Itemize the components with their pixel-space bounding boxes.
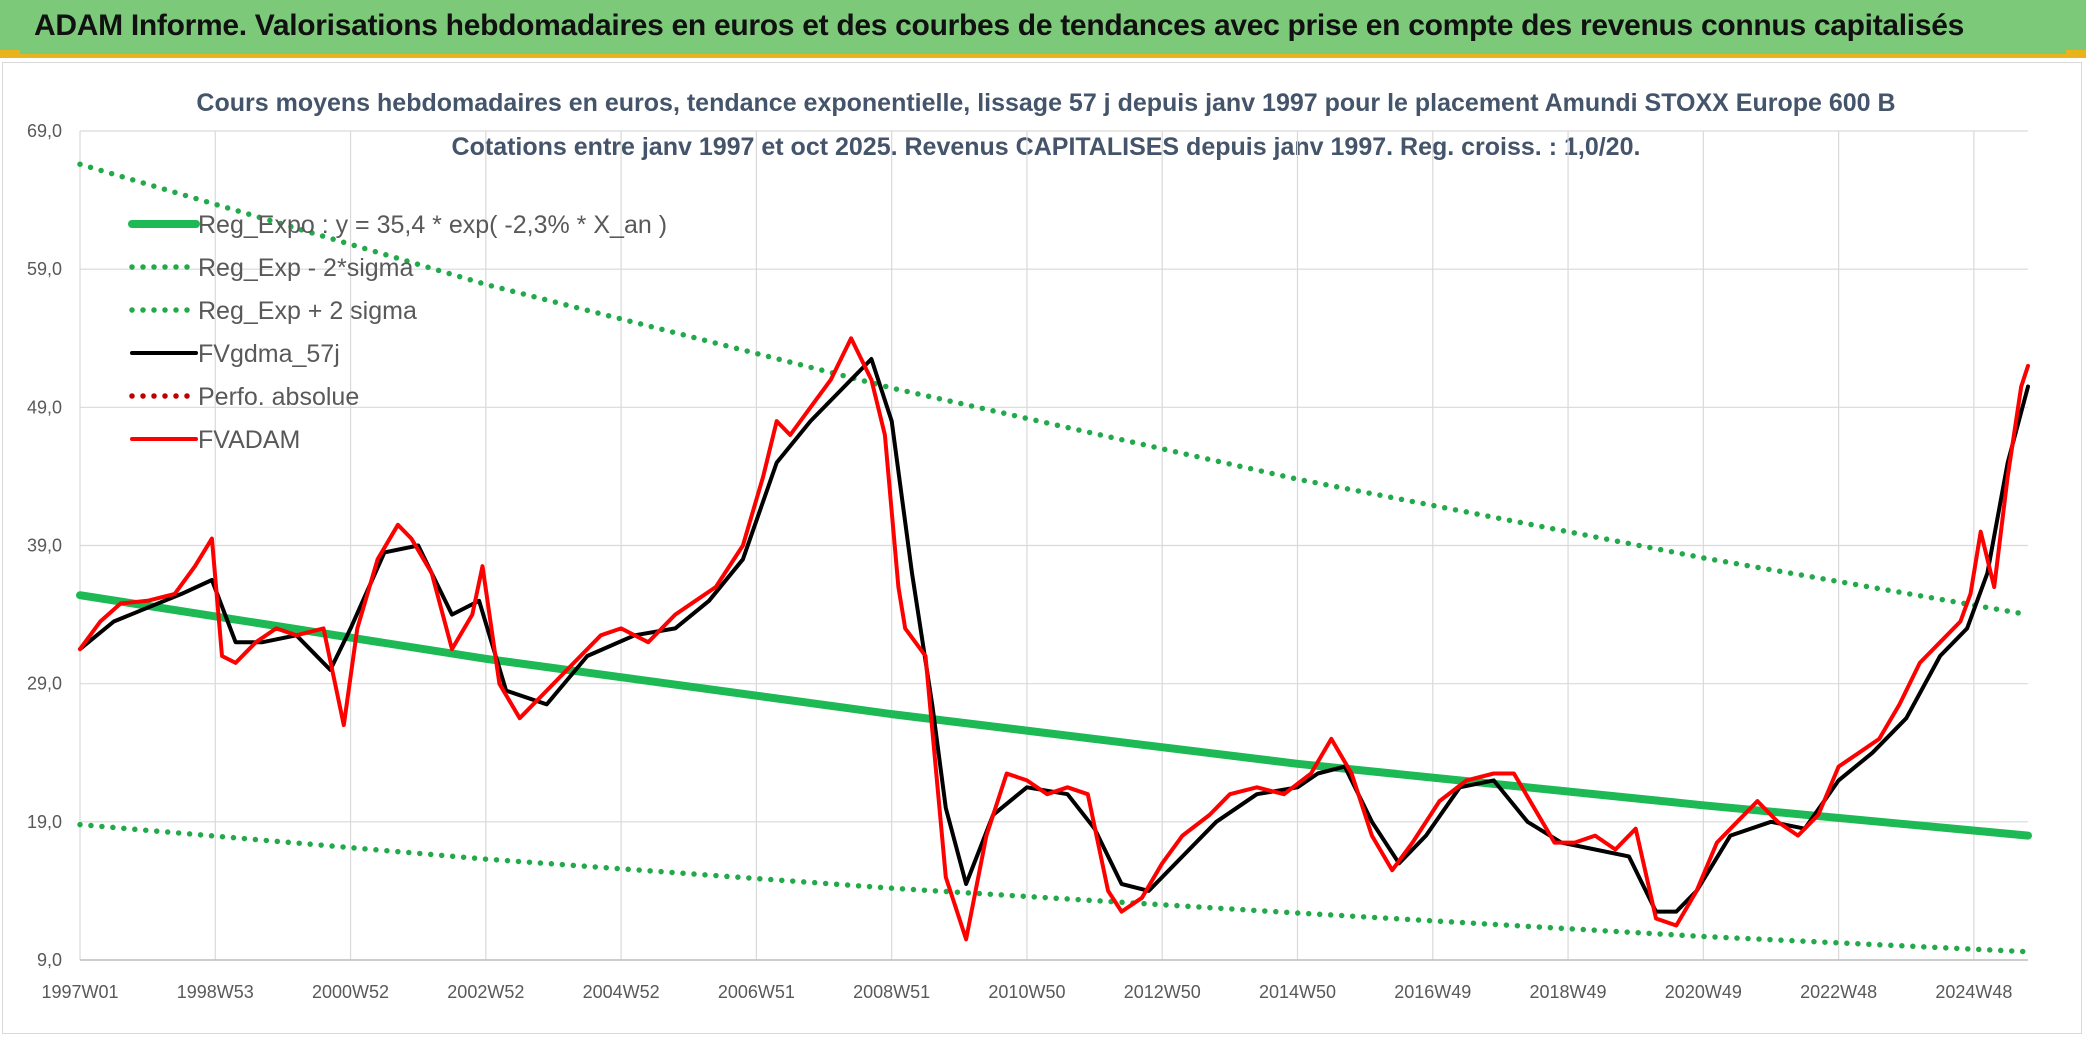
y-tick-label: 49,0: [27, 397, 62, 417]
legend-label: FVgdma_57j: [198, 340, 340, 368]
legend-label: Reg_Exp - 2*sigma: [198, 254, 413, 282]
x-tick-label: 2024W48: [1935, 982, 2012, 1002]
x-tick-label: 2002W52: [447, 982, 524, 1002]
chart-subtitle: Cotations entre janv 1997 et oct 2025. R…: [452, 133, 1641, 161]
x-tick-label: 2018W49: [1530, 982, 1607, 1002]
series-line-fvgdma-57j: [78, 357, 2030, 914]
chart-frame: [2, 62, 2082, 1034]
x-tick-label: 2014W50: [1259, 982, 1336, 1002]
y-tick-label: 19,0: [27, 812, 62, 832]
legend: Reg_Expo : y = 35,4 * exp( -2,3% * X_an …: [128, 211, 667, 454]
x-tick-label: 2016W49: [1394, 982, 1471, 1002]
corner-accent-left: [0, 50, 20, 58]
x-tick-label: 2008W51: [853, 982, 930, 1002]
x-tick-label: 1998W53: [177, 982, 254, 1002]
grid-layer: [79, 130, 2028, 961]
x-tick-label: 2010W50: [988, 982, 1065, 1002]
x-tick-label: 1997W01: [41, 982, 118, 1002]
legend-label: Perfo. absolue: [198, 383, 359, 411]
x-tick-label: 2006W51: [718, 982, 795, 1002]
series-line-reg-exp-2-sigma: [77, 821, 2031, 955]
y-tick-label: 39,0: [27, 536, 62, 556]
series-layer: [76, 161, 2032, 955]
legend-label: Reg_Exp + 2 sigma: [198, 297, 417, 325]
axis-layer: 9,0 19,0 29,0 39,0 49,0 59,0 69,0 1997W01 1998W5…: [27, 121, 2028, 1002]
corner-accent-right: [2066, 50, 2086, 58]
series-line-fvadam: [78, 336, 2030, 942]
x-tick-label: 2004W52: [583, 982, 660, 1002]
series-line-reg-expo-y-35-4-exp-2-3-x-an: [76, 591, 2032, 840]
series-line-reg-exp-2-sigma: [77, 161, 2031, 618]
x-tick-label: 2000W52: [312, 982, 389, 1002]
x-tick-label: 2012W50: [1124, 982, 1201, 1002]
y-tick-label: 59,0: [27, 259, 62, 279]
y-tick-label: 69,0: [27, 121, 62, 141]
y-tick-label: 9,0: [37, 950, 62, 970]
legend-label: FVADAM: [198, 426, 300, 454]
header-bar: ADAM Informe. Valorisations hebdomadaire…: [0, 0, 2086, 58]
report-title: ADAM Informe. Valorisations hebdomadaire…: [34, 9, 1965, 42]
chart-title: Cours moyens hebdomadaires en euros, ten…: [196, 89, 1895, 117]
x-tick-label: 2022W48: [1800, 982, 1877, 1002]
y-tick-label: 29,0: [27, 674, 62, 694]
x-tick-label: 2020W49: [1665, 982, 1742, 1002]
legend-label: Reg_Expo : y = 35,4 * exp( -2,3% * X_an …: [198, 211, 667, 239]
